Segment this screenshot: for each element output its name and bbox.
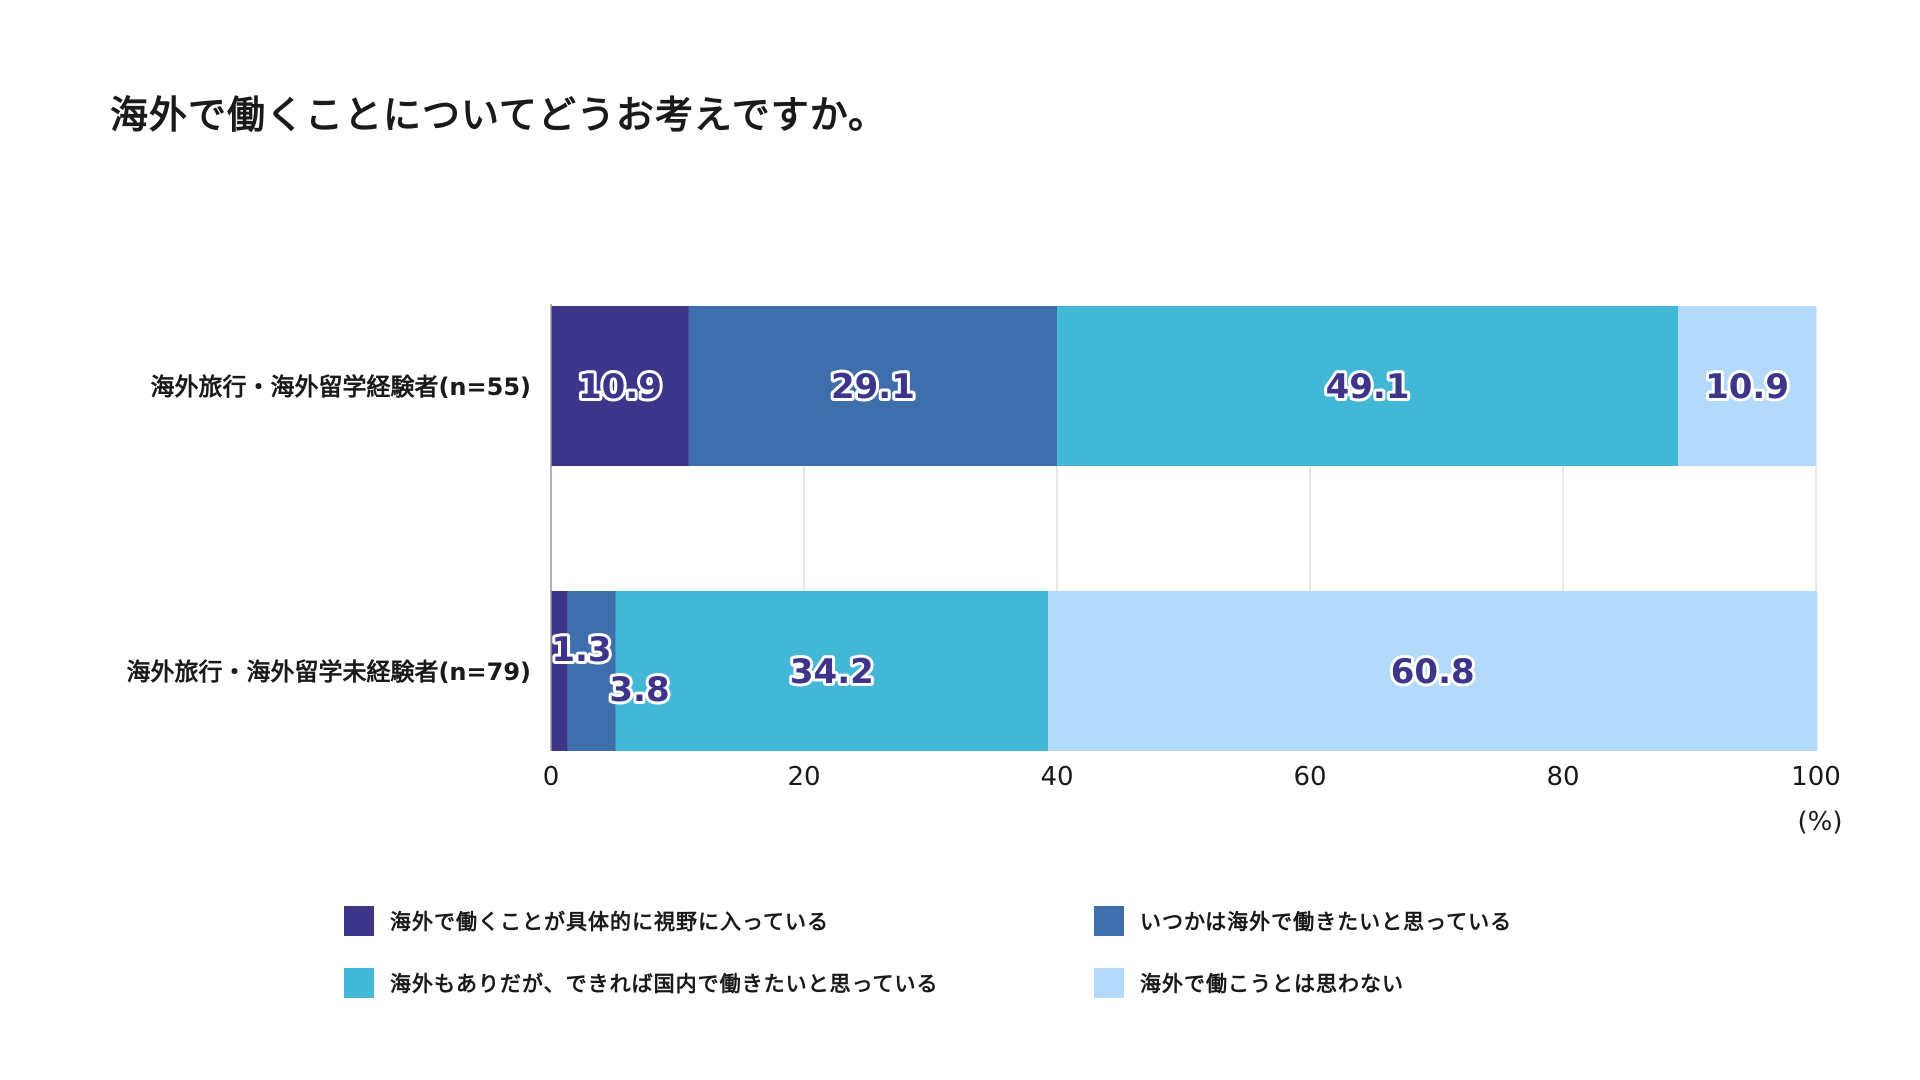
bar-1-2	[615, 591, 1049, 751]
bar-0-1	[688, 306, 1057, 466]
bar-1-1	[567, 591, 616, 751]
category-label-0: 海外旅行・海外留学経験者(n=55)	[150, 373, 531, 401]
legend-swatch-3	[344, 968, 374, 998]
category-label-1: 海外旅行・海外留学未経験者(n=79)	[126, 658, 531, 686]
data-label-1-2: 34.2	[790, 652, 874, 692]
data-label-1-0: 1.3	[551, 630, 611, 670]
x-tick-label-2: 40	[1040, 762, 1073, 792]
legend-label-4: 海外で働こうとは思わない	[1140, 972, 1404, 996]
x-tick-label-3: 60	[1293, 762, 1326, 792]
x-unit-label: (%)	[1798, 807, 1843, 837]
x-tick-label-0: 0	[543, 762, 560, 792]
legend-swatch-1	[344, 906, 374, 936]
data-label-0-3: 10.9	[1705, 367, 1789, 407]
legend-item-3: 海外もありだが、できれば国内で働きたいと思っている	[344, 968, 939, 998]
bar-0-2	[1057, 306, 1679, 466]
bar-1-0	[551, 591, 568, 751]
data-label-1-3: 60.8	[1391, 652, 1475, 692]
legend-label-3: 海外もありだが、できれば国内で働きたいと思っている	[390, 972, 939, 996]
x-tick-label-5: 100	[1791, 762, 1841, 792]
x-tick-label-4: 80	[1546, 762, 1579, 792]
data-label-1-1: 3.8	[609, 670, 669, 710]
x-tick-label-1: 20	[787, 762, 820, 792]
bar-0-0	[551, 306, 689, 466]
legend-item-1: 海外で働くことが具体的に視野に入っている	[344, 906, 829, 936]
data-label-0-0: 10.9	[578, 367, 662, 407]
data-label-0-1: 29.1	[831, 367, 915, 407]
bar-1-3	[1048, 591, 1818, 751]
chart-title: 海外で働くことについてどうお考えですか。	[110, 93, 887, 137]
bar-0-3	[1678, 306, 1816, 466]
legend-item-4: 海外で働こうとは思わない	[1094, 968, 1404, 998]
legend-label-1: 海外で働くことが具体的に視野に入っている	[390, 910, 829, 934]
legend-swatch-4	[1094, 968, 1124, 998]
data-label-0-2: 49.1	[1326, 367, 1410, 407]
legend-swatch-2	[1094, 906, 1124, 936]
legend-item-2: いつかは海外で働きたいと思っている	[1094, 906, 1512, 936]
legend-label-2: いつかは海外で働きたいと思っている	[1140, 910, 1513, 934]
